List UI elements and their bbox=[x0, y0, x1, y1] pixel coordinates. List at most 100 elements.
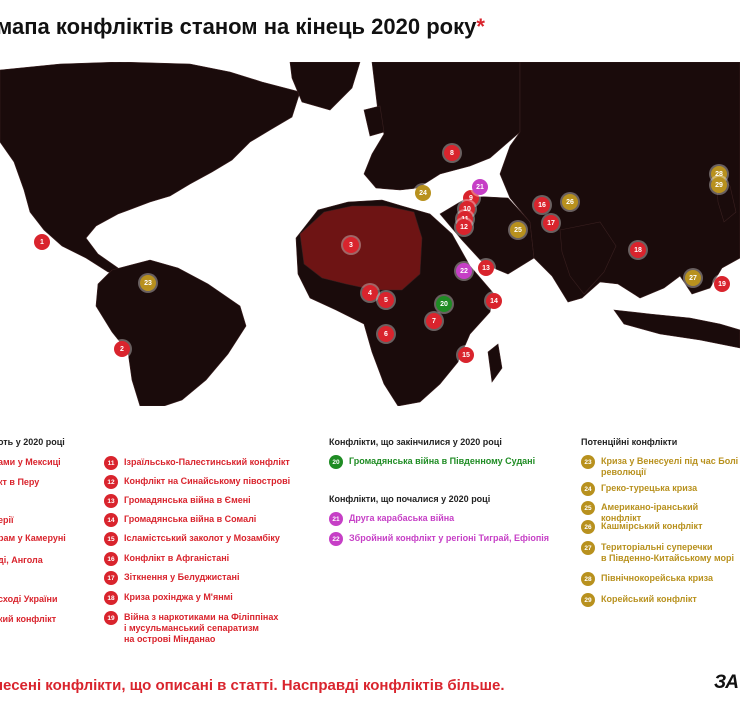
conflict-marker-2: 2 bbox=[114, 341, 130, 357]
ongoing-left-item: і bbox=[0, 496, 1, 506]
legend-label: Кашмірський конфлікт bbox=[601, 521, 703, 531]
potential-item-23: 23 Криза у Венесуелі під час Болі революц… bbox=[581, 455, 738, 478]
ongoing-item-11: 11 Ізраїльсько-Палестинський конфлікт bbox=[104, 456, 290, 470]
conflict-marker-18: 18 bbox=[630, 242, 646, 258]
legend-label: Громадянська війна в Південному Судані bbox=[349, 456, 536, 466]
ongoing-item-13: 13 Громадянська війна в Ємені bbox=[104, 494, 251, 508]
ongoing-item-18: 18 Криза рохінджа у М'янмі bbox=[104, 591, 233, 605]
world-map bbox=[0, 62, 740, 406]
conflict-marker-12: 12 bbox=[456, 219, 472, 235]
conflict-marker-27: 27 bbox=[685, 270, 701, 286]
conflict-marker-19: 19 bbox=[714, 276, 730, 292]
ended-header: Конфлікти, що закінчилися у 2020 році bbox=[329, 437, 502, 447]
legend-number-badge: 18 bbox=[104, 591, 118, 605]
legend-label: Конфлікт в Афганістані bbox=[124, 553, 230, 563]
landmass-europe bbox=[363, 62, 521, 191]
conflict-marker-6: 6 bbox=[378, 326, 394, 342]
potential-item-25: 25 Американо-іранський конфлікт bbox=[581, 501, 740, 524]
potential-item-29: 29 Корейський конфлікт bbox=[581, 593, 697, 607]
landmass-madagascar bbox=[487, 343, 503, 383]
legend-number-badge: 16 bbox=[104, 552, 118, 566]
legend-label: Корейський конфлікт bbox=[601, 594, 697, 604]
potential-item-24: 24 Греко-турецька криза bbox=[581, 482, 698, 496]
legend-label: Громадянська війна в Ємені bbox=[124, 495, 251, 505]
legend-number-badge: 19 bbox=[104, 611, 118, 625]
legend-number-badge: 17 bbox=[104, 571, 118, 585]
conflict-marker-5: 5 bbox=[378, 292, 394, 308]
legend-label: Територіальні суперечки в Південно-Китай… bbox=[601, 542, 734, 563]
conflict-marker-20: 20 bbox=[436, 296, 452, 312]
legend-number-badge: 24 bbox=[581, 482, 595, 496]
ongoing-item-19: 19 Війна з наркотиками на Філіппінах і му… bbox=[104, 611, 279, 645]
conflict-marker-7: 7 bbox=[426, 313, 442, 329]
conflict-marker-8: 8 bbox=[444, 145, 460, 161]
conflict-marker-29: 29 bbox=[711, 177, 727, 193]
ongoing-header: оть у 2020 році bbox=[0, 437, 65, 447]
legend-number-badge: 15 bbox=[104, 532, 118, 546]
legend-number-badge: 13 bbox=[104, 494, 118, 508]
legend-number-badge: 21 bbox=[329, 512, 343, 526]
legend-number-badge: 26 bbox=[581, 520, 595, 534]
landmass-north-america bbox=[0, 62, 301, 275]
legend-label: Зіткнення у Белуджистані bbox=[124, 572, 240, 582]
legend-number-badge: 22 bbox=[329, 532, 343, 546]
legend-number-badge: 23 bbox=[581, 455, 595, 469]
legend-number-badge: 25 bbox=[581, 501, 595, 515]
footnote: несені конфлікти, що описані в статті. Н… bbox=[0, 677, 505, 694]
conflict-marker-13: 13 bbox=[478, 260, 494, 276]
ongoing-item-15: 15 Ісламістський заколот у Мозамбіку bbox=[104, 532, 280, 546]
landmass-indonesia bbox=[613, 309, 740, 349]
potential-item-28: 28 Північнокорейська криза bbox=[581, 572, 713, 586]
ongoing-left-item: рам у Камеруні bbox=[0, 533, 66, 543]
conflict-marker-24: 24 bbox=[415, 185, 431, 201]
publisher-logo: ЗА bbox=[714, 672, 739, 693]
legend-label: Конфлікт на Синайському півострові bbox=[124, 476, 291, 486]
started-header: Конфлікти, що почалися у 2020 році bbox=[329, 494, 491, 504]
landmass-south-america bbox=[95, 259, 247, 406]
legend-label: Збройний конфлікт у регіоні Тиграй, Ефіо… bbox=[349, 533, 550, 543]
ongoing-left-item: ді, Ангола bbox=[0, 555, 43, 565]
legend-label: Північнокорейська криза bbox=[601, 573, 713, 583]
map-title: мапа конфліктів станом на кінець 2020 ро… bbox=[0, 14, 485, 40]
potential-header: Потенційні конфлікти bbox=[581, 437, 678, 447]
conflict-marker-25: 25 bbox=[510, 222, 526, 238]
conflict-marker-17: 17 bbox=[543, 215, 559, 231]
legend-label: Громадянська війна в Сомалі bbox=[124, 514, 257, 524]
legend-number-badge: 29 bbox=[581, 593, 595, 607]
conflict-marker-1: 1 bbox=[34, 234, 50, 250]
ongoing-left-item: сході України bbox=[0, 594, 58, 604]
landmass-greenland bbox=[289, 62, 361, 111]
legend-number-badge: 14 bbox=[104, 513, 118, 527]
ongoing-left-item: кий конфлікт bbox=[0, 614, 57, 624]
ongoing-item-12: 12 Конфлікт на Синайському півострові bbox=[104, 475, 291, 489]
potential-item-27: 27 Територіальні суперечки в Південно-Кит… bbox=[581, 541, 734, 564]
landmass-uk bbox=[363, 105, 385, 137]
title-text: мапа конфліктів станом на кінець 2020 ро… bbox=[0, 14, 477, 39]
legend-number-badge: 28 bbox=[581, 572, 595, 586]
conflict-marker-3: 3 bbox=[343, 237, 359, 253]
conflict-marker-22: 22 bbox=[456, 263, 472, 279]
legend-label: Війна з наркотиками на Філіппінах і мусу… bbox=[124, 612, 279, 644]
legend-label: Криза рохінджа у М'янмі bbox=[124, 592, 233, 602]
conflict-marker-26: 26 bbox=[562, 194, 578, 210]
ongoing-item-14: 14 Громадянська війна в Сомалі bbox=[104, 513, 257, 527]
legend-label: Ісламістський заколот у Мозамбіку bbox=[124, 533, 280, 543]
conflict-marker-14: 14 bbox=[486, 293, 502, 309]
conflict-marker-15: 15 bbox=[458, 347, 474, 363]
ended-item-20: 20 Громадянська війна в Південному Судані bbox=[329, 455, 536, 469]
legend-number-badge: 11 bbox=[104, 456, 118, 470]
ongoing-left-item: кт в Перу bbox=[0, 477, 40, 487]
ongoing-item-17: 17 Зіткнення у Белуджистані bbox=[104, 571, 240, 585]
legend-label: Греко-турецька криза bbox=[601, 483, 698, 493]
ongoing-left-item: ами у Мексиці bbox=[0, 457, 61, 467]
ongoing-item-16: 16 Конфлікт в Афганістані bbox=[104, 552, 230, 566]
conflict-marker-21: 21 bbox=[472, 179, 488, 195]
potential-item-26: 26 Кашмірський конфлікт bbox=[581, 520, 703, 534]
conflict-marker-23: 23 bbox=[140, 275, 156, 291]
legend-number-badge: 20 bbox=[329, 455, 343, 469]
landmass-india bbox=[559, 221, 617, 295]
started-item-21: 21 Друга карабаська війна bbox=[329, 512, 454, 526]
conflict-marker-16: 16 bbox=[534, 197, 550, 213]
ongoing-left-item: ерії bbox=[0, 515, 14, 525]
region-sahel-highlight bbox=[299, 205, 423, 291]
